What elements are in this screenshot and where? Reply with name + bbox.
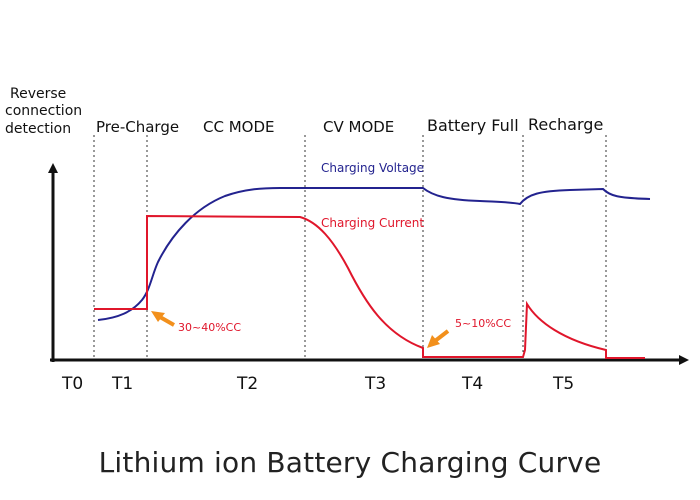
- charging-current-curve: [94, 214, 645, 359]
- precharge-arrow-icon: [151, 311, 175, 327]
- phase-pre-charge: Pre-Charge: [96, 118, 179, 136]
- phase-battery-full: Battery Full: [427, 116, 519, 135]
- time-label-t3: T3: [364, 374, 386, 394]
- reverse-label-line1: Reverse: [10, 86, 66, 102]
- axes: [48, 163, 689, 365]
- termination-arrow-icon: [427, 329, 450, 348]
- precharge-current-annotation: 30~40%CC: [178, 321, 241, 334]
- reverse-label-line2: connection: [5, 103, 82, 119]
- reverse-label-line3: detection: [5, 121, 71, 137]
- charging-voltage-curve: [97, 187, 651, 321]
- phase-cv-mode: CV MODE: [323, 118, 394, 136]
- charging-voltage-label: Charging Voltage: [321, 161, 424, 175]
- time-label-t1: T1: [111, 374, 133, 394]
- diagram-title: Lithium ion Battery Charging Curve: [98, 446, 602, 479]
- time-label-t4: T4: [461, 374, 483, 394]
- charging-current-label: Charging Current: [321, 216, 424, 230]
- phase-recharge: Recharge: [528, 115, 603, 134]
- time-label-t0: T0: [61, 374, 83, 394]
- time-label-t5: T5: [552, 374, 574, 394]
- annotation-arrows: [151, 311, 450, 348]
- termination-current-annotation: 5~10%CC: [455, 317, 511, 330]
- time-label-t2: T2: [236, 374, 258, 394]
- phase-cc-mode: CC MODE: [203, 118, 275, 136]
